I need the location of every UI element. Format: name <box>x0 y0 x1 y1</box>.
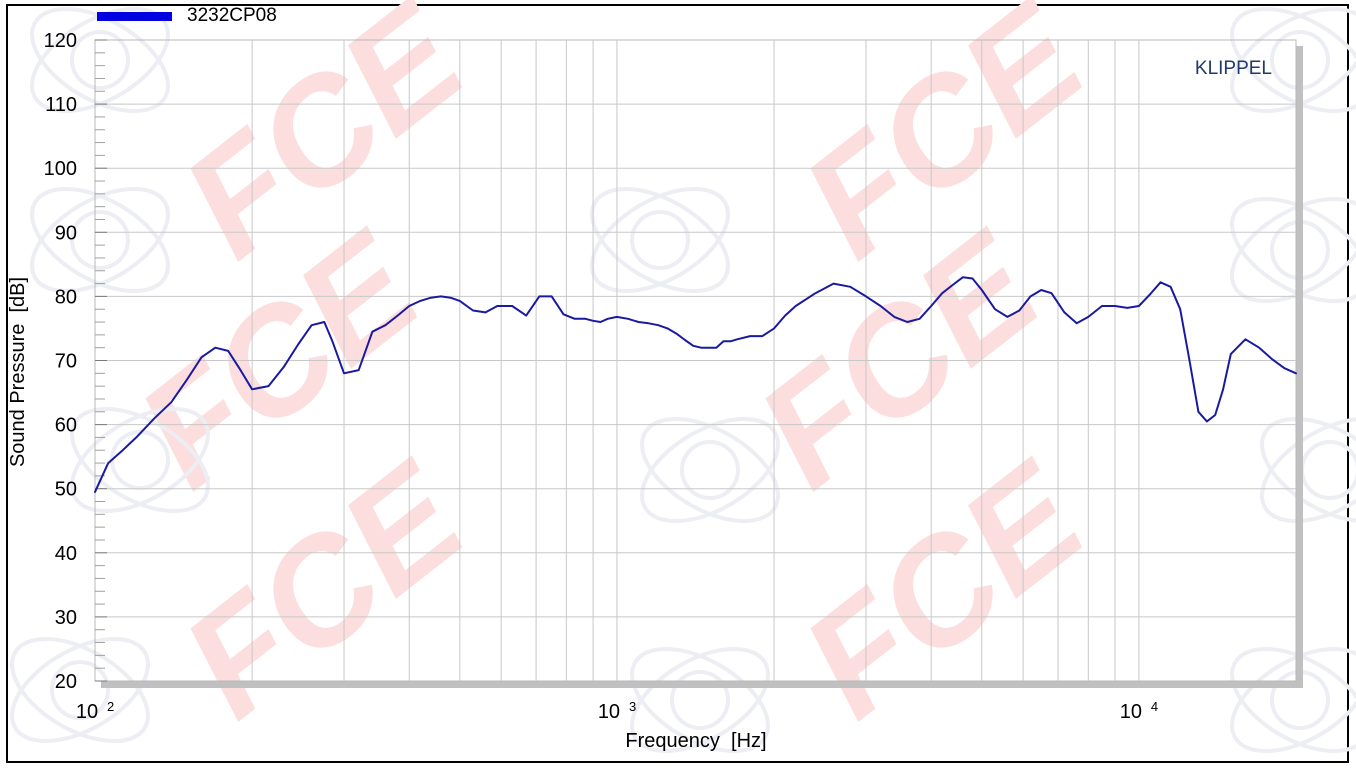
x-tick-labels: 10 2 10 3 10 4 <box>76 699 1158 723</box>
y-tick-label: 60 <box>55 415 77 437</box>
outer-frame <box>6 4 1349 763</box>
x-tick-exponent: 2 <box>107 699 114 714</box>
x-tick-exponent: 3 <box>629 699 636 714</box>
legend-label: 3232CP08 <box>187 5 277 26</box>
grid-lines <box>95 40 1296 681</box>
brand-label: KLIPPEL <box>1195 58 1272 79</box>
plot-shadow-right <box>1296 46 1303 688</box>
y-tick-label: 50 <box>55 479 77 501</box>
y-tick-label: 40 <box>55 543 77 565</box>
y-tick-label: 70 <box>55 351 77 373</box>
y-tick-label: 80 <box>55 286 77 308</box>
y-minor-ticks <box>95 39 107 682</box>
y-tick-label: 110 <box>45 94 77 116</box>
watermark-atom-icon <box>630 646 770 754</box>
y-tick-label: 100 <box>44 158 77 180</box>
x-tick-base: 10 <box>76 701 98 723</box>
legend-swatch <box>97 12 172 21</box>
y-tick-label: 20 <box>55 671 77 693</box>
x-tick-exponent: 4 <box>1151 699 1158 714</box>
series-layer <box>94 276 1297 493</box>
x-tick-label: 10 4 <box>1120 699 1158 723</box>
x-axis-title: Frequency [Hz] <box>625 730 766 752</box>
y-axis-title: Sound Pressure [dB] <box>7 277 29 467</box>
plot-shadow-bottom <box>101 681 1303 688</box>
series-line <box>94 276 1297 493</box>
x-tick-label: 10 2 <box>76 699 114 723</box>
x-tick-label: 10 3 <box>598 699 636 723</box>
x-tick-base: 10 <box>598 701 620 723</box>
y-tick-label: 120 <box>44 30 77 52</box>
x-tick-base: 10 <box>1120 701 1142 723</box>
y-tick-label: 30 <box>55 607 77 629</box>
y-tick-labels: 20 30 40 50 60 70 80 90 100 110 120 <box>44 30 77 693</box>
y-tick-label: 90 <box>55 222 77 244</box>
